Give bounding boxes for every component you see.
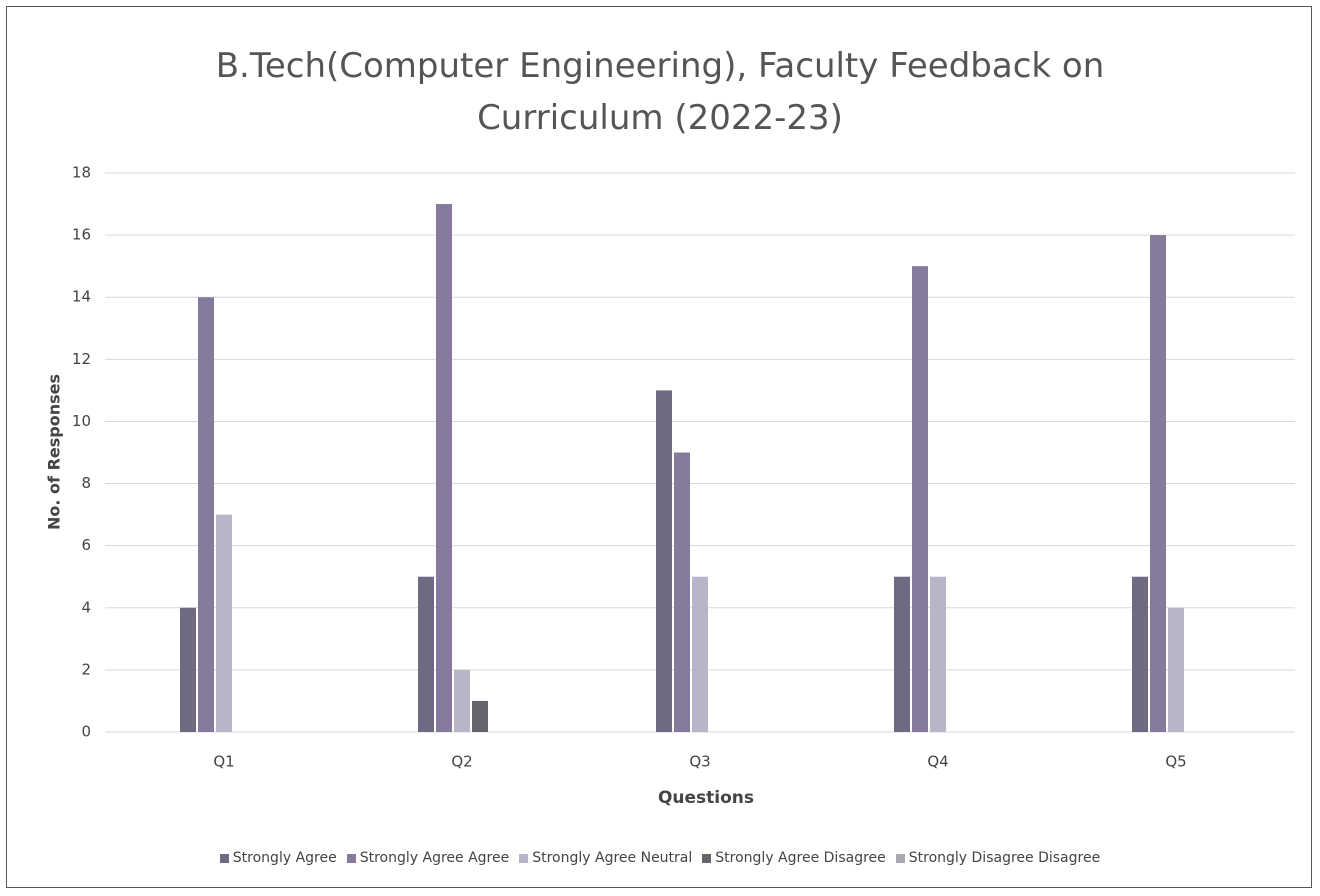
bar: [1150, 235, 1166, 732]
bar: [656, 390, 672, 732]
legend-swatch: [519, 853, 529, 863]
legend-item: Strongly Agree Agree: [346, 850, 510, 866]
chart-frame: [6, 6, 1312, 888]
legend-label: Strongly Agree Neutral: [532, 850, 693, 866]
bar: [1168, 607, 1184, 732]
y-tick-label: 6: [81, 536, 91, 554]
y-tick-label: 8: [81, 474, 91, 492]
legend-item: Strongly Agree: [219, 850, 337, 866]
legend-label: Strongly Agree Disagree: [715, 850, 886, 866]
y-tick-label: 4: [81, 598, 91, 616]
legend-label: Strongly Disagree Disagree: [908, 850, 1101, 866]
legend-item: Strongly Disagree Disagree: [895, 850, 1101, 866]
bar: [894, 576, 910, 732]
y-tick-label: 0: [81, 723, 91, 741]
x-tick-label: Q2: [451, 753, 472, 771]
bar: [674, 452, 690, 732]
bar: [930, 576, 946, 732]
y-tick-label: 14: [72, 288, 91, 306]
y-axis-title: No. of Responses: [45, 374, 64, 530]
bar: [180, 607, 196, 732]
legend-swatch: [702, 853, 712, 863]
legend-swatch: [895, 853, 905, 863]
legend: Strongly Agree Strongly Agree Agree Strong…: [0, 850, 1320, 866]
x-tick-label: Q4: [927, 753, 948, 771]
legend-swatch: [346, 853, 356, 863]
x-tick-label: Q3: [689, 753, 710, 771]
bar: [216, 514, 232, 732]
y-tick-label: 2: [81, 660, 91, 678]
legend-swatch: [219, 853, 229, 863]
legend-item: Strongly Agree Disagree: [702, 850, 886, 866]
bar: [436, 204, 452, 733]
x-tick-label: Q5: [1165, 753, 1186, 771]
x-axis-title: Questions: [658, 788, 754, 808]
y-tick-label: 16: [72, 226, 91, 244]
bar: [472, 700, 488, 732]
bar: [692, 576, 708, 732]
legend-label: Strongly Agree: [232, 850, 337, 866]
y-tick-label: 10: [72, 412, 91, 430]
y-tick-label: 18: [72, 164, 91, 182]
bar: [198, 297, 214, 732]
bar: [912, 266, 928, 732]
bar: [1132, 576, 1148, 732]
legend-item: Strongly Agree Neutral: [519, 850, 692, 866]
x-tick-label: Q1: [213, 753, 234, 771]
bar: [454, 669, 470, 732]
y-tick-label: 12: [72, 350, 91, 368]
bar: [418, 576, 434, 732]
chart-title: B.Tech(Computer Engineering), Faculty Fe…: [215, 46, 1105, 138]
legend-label: Strongly Agree Agree: [359, 850, 510, 866]
